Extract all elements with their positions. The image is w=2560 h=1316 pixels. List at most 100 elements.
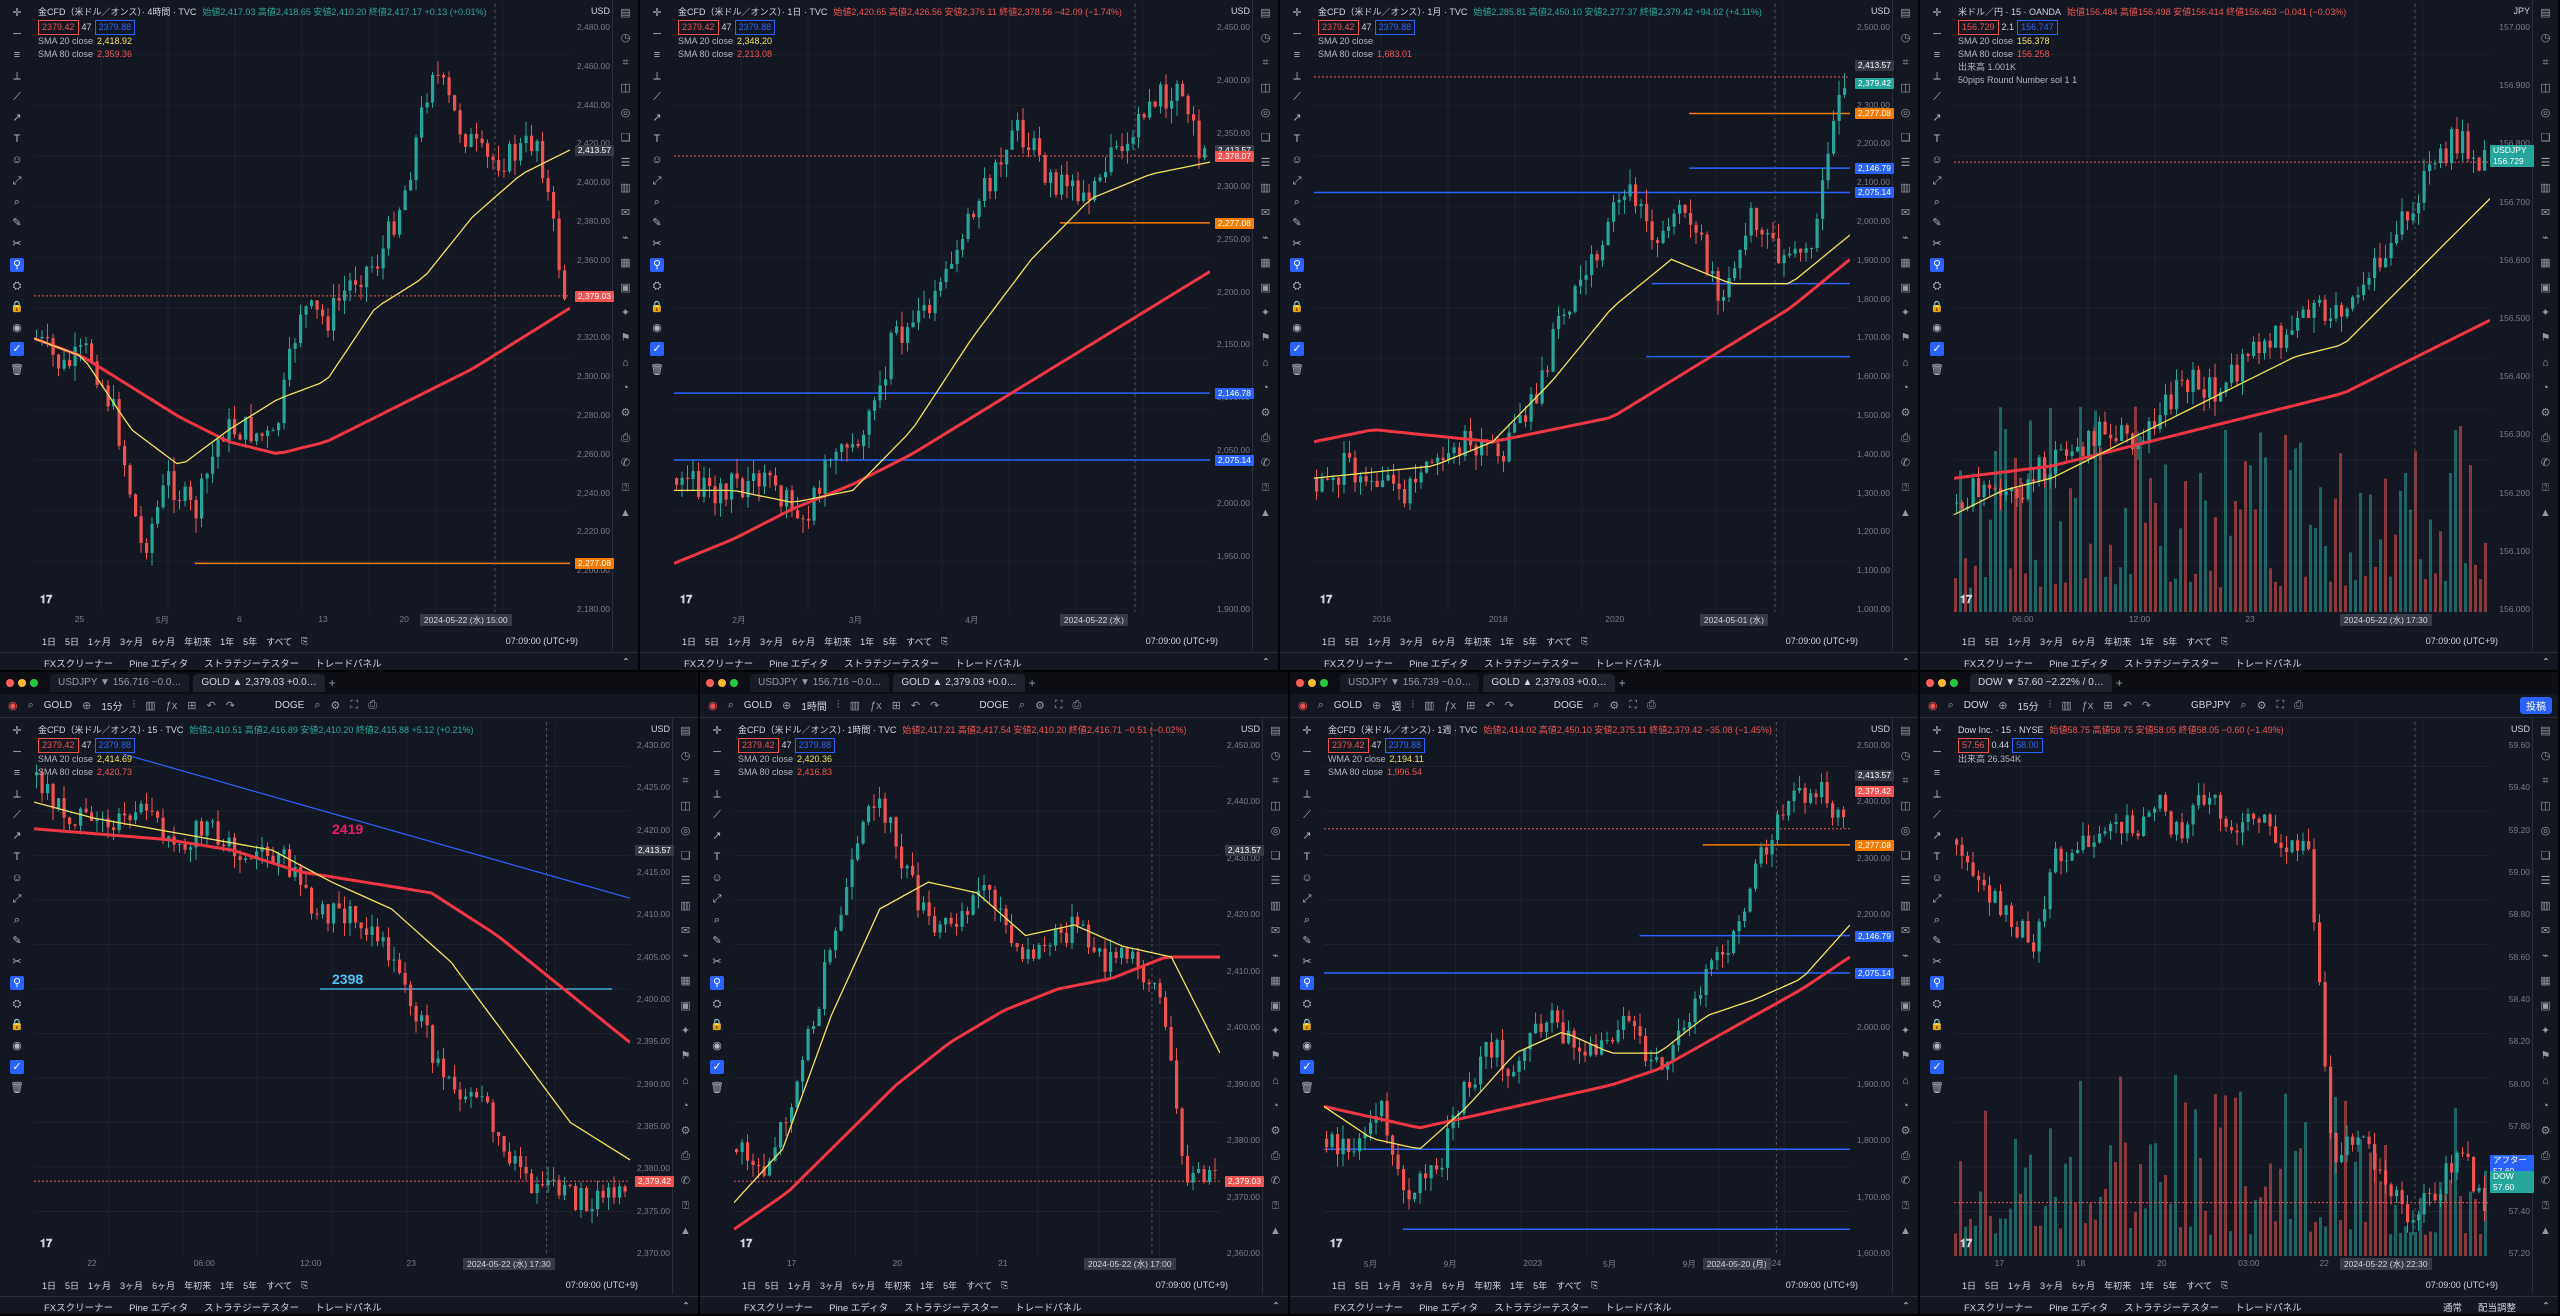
range-button[interactable]: 3ヶ月 <box>760 636 784 647</box>
sidebar-widget-icon[interactable]: ◷ <box>620 32 631 44</box>
sidebar-widget-icon[interactable]: ✆ <box>620 457 631 469</box>
arrow-icon[interactable]: ↗ <box>1932 112 1942 124</box>
pattern-icon[interactable]: ⟂ <box>1293 70 1301 82</box>
range-button[interactable]: 5日 <box>1985 1280 2000 1291</box>
range-button[interactable]: すべて <box>2186 636 2213 647</box>
sidebar-widget-icon[interactable]: ⌂ <box>682 1075 689 1087</box>
sidebar-widget-icon[interactable]: ❏ <box>1900 132 1911 144</box>
range-button[interactable]: 年初来 <box>184 636 212 647</box>
range-button[interactable]: 3ヶ月 <box>2040 636 2064 647</box>
legend-ma1[interactable]: SMA 20 close 2,348.20 <box>678 35 1122 48</box>
window-dot[interactable] <box>6 679 14 687</box>
magnet-icon[interactable]: ⚲ <box>1930 976 1944 990</box>
toolbar-right-icon[interactable]: ⎙ <box>1646 699 1656 711</box>
fib-icon[interactable]: ≡ <box>1303 767 1311 779</box>
bottom-tab[interactable]: Pine エディタ <box>129 658 189 670</box>
sidebar-widget-icon[interactable]: ⌁ <box>1262 232 1269 244</box>
sidebar-widget-icon[interactable]: ✉ <box>1260 207 1271 219</box>
price-annotation[interactable]: 2398 <box>332 971 364 987</box>
sidebar-widget-icon[interactable]: ✦ <box>1900 1025 1911 1037</box>
sell-price-box[interactable]: 57.56 <box>1958 738 1989 753</box>
time-axis[interactable]: 2月3月4月5月2024-05-22 (水) <box>674 612 1210 628</box>
crosshair-icon[interactable]: ✛ <box>1932 7 1942 19</box>
sidebar-widget-icon[interactable]: ⚑ <box>1900 1050 1911 1062</box>
fib-icon[interactable]: ≡ <box>653 49 661 61</box>
panel-collapse-icon[interactable]: ⌃ <box>682 1301 690 1312</box>
bottom-tab[interactable]: Pine エディタ <box>829 1302 889 1314</box>
sidebar-widget-icon[interactable]: ✦ <box>620 307 631 319</box>
sidebar-widget-icon[interactable]: ▣ <box>1900 282 1911 294</box>
sidebar-widget-icon[interactable]: ◷ <box>2540 750 2551 762</box>
range-button[interactable]: 1日 <box>1962 1280 1977 1291</box>
price-chart[interactable]: 金CFD（米ドル／オンス）· 1日 · TVC 始値2,420.65 高値2,42… <box>674 4 1254 628</box>
add-tab-icon[interactable]: + <box>2115 676 2123 690</box>
sell-price-box[interactable]: 2379.42 <box>738 738 779 753</box>
arrow-icon[interactable]: ↗ <box>652 112 662 124</box>
range-button[interactable]: 1ヶ月 <box>1378 1280 1402 1291</box>
measure-icon[interactable]: ⤢ <box>12 175 22 187</box>
check-icon[interactable]: ✓ <box>10 1060 24 1074</box>
sidebar-widget-icon[interactable]: ◫ <box>680 800 691 812</box>
window-controls[interactable] <box>6 679 38 687</box>
window-dot[interactable] <box>1938 679 1946 687</box>
sidebar-widget-icon[interactable]: ⌁ <box>2542 950 2549 962</box>
trash-icon[interactable]: 🗑 <box>1290 364 1304 376</box>
sidebar-widget-icon[interactable]: ▲ <box>2540 1225 2551 1237</box>
range-button[interactable]: 年初来 <box>1464 636 1492 647</box>
sidebar-widget-icon[interactable]: ◫ <box>1270 800 1281 812</box>
eye-icon[interactable]: ◉ <box>1302 1040 1312 1052</box>
pattern-icon[interactable]: ⟂ <box>653 70 661 82</box>
compare-icon[interactable]: ⊕ <box>1372 700 1382 712</box>
window-dot[interactable] <box>1926 679 1934 687</box>
eye-icon[interactable]: ◉ <box>712 1040 722 1052</box>
range-button[interactable]: 年初来 <box>2104 1280 2132 1291</box>
magnet-icon[interactable]: ⚲ <box>10 976 24 990</box>
interval-selector[interactable]: 15分 <box>101 702 123 713</box>
range-button[interactable]: 3ヶ月 <box>820 1280 844 1291</box>
add-tab-icon[interactable]: + <box>1618 676 1626 690</box>
sidebar-widget-icon[interactable]: ☰ <box>2540 157 2551 169</box>
bottom-tab[interactable]: トレードパネル <box>2235 658 2302 670</box>
panel-collapse-icon[interactable]: ⌃ <box>2542 657 2550 668</box>
bottom-tab[interactable]: ストラテジーテスター <box>1494 1302 1590 1314</box>
sidebar-widget-icon[interactable]: ◷ <box>1270 750 1281 762</box>
toolbar-right-icon[interactable]: ⛶ <box>1054 699 1063 711</box>
price-axis[interactable]: USD 2,450.00 2,440.00 2,430.00 2,420.00 2,410… <box>1220 722 1264 1258</box>
bottom-tab[interactable]: FXスクリーナー <box>684 658 754 670</box>
check-icon[interactable]: ✓ <box>1930 342 1944 356</box>
toolbar-tool-icon[interactable]: ↷ <box>930 700 940 712</box>
legend-ma2[interactable]: SMA 80 close 2,213.08 <box>678 48 1122 61</box>
cut-icon[interactable]: ✂ <box>652 238 662 250</box>
symbol-title[interactable]: 金CFD（米ドル／オンス）· 15 · TVC <box>38 725 184 735</box>
range-button[interactable]: 1日 <box>1322 636 1337 647</box>
magnet-icon[interactable]: ⚲ <box>1300 976 1314 990</box>
toolbar-right-icon[interactable]: ⚙ <box>1609 700 1620 712</box>
range-button[interactable]: 5年 <box>1533 1280 1548 1291</box>
currency-unit[interactable]: USD <box>590 6 610 16</box>
currency-unit[interactable]: USD <box>650 724 670 734</box>
trash-icon[interactable]: 🗑 <box>10 1082 24 1094</box>
range-button[interactable]: 年初来 <box>884 1280 912 1291</box>
sidebar-widget-icon[interactable]: ☰ <box>1260 157 1271 169</box>
cut-icon[interactable]: ✂ <box>1932 238 1942 250</box>
layout-name[interactable]: DOGE <box>979 700 1009 711</box>
measure-icon[interactable]: ⤢ <box>712 893 722 905</box>
sidebar-widget-icon[interactable]: ▣ <box>1900 1000 1911 1012</box>
goto-date-icon[interactable]: ⎘ <box>1581 635 1589 646</box>
zoom-icon[interactable]: ⌕ <box>1933 914 1941 926</box>
sidebar-widget-icon[interactable]: ▤ <box>1900 7 1911 19</box>
symbol-tab[interactable]: DOW ▼ 57.60 −2.22% / 0… <box>1970 674 2112 692</box>
timezone-clock[interactable]: 07:09:00 (UTC+9) <box>2425 636 2498 646</box>
brush-icon[interactable]: ⟋ <box>1293 91 1301 103</box>
sidebar-widget-icon[interactable]: ⌁ <box>682 950 689 962</box>
range-button[interactable]: 5年 <box>943 1280 958 1291</box>
eye-icon[interactable]: ◉ <box>1932 1040 1942 1052</box>
layout-name[interactable]: DOGE <box>1553 700 1584 711</box>
panel-collapse-icon[interactable]: ⌃ <box>1272 1301 1280 1312</box>
sidebar-widget-icon[interactable]: ⚙ <box>2540 1125 2551 1137</box>
sidebar-widget-icon[interactable]: ❏ <box>620 132 631 144</box>
emoji-icon[interactable]: ☺ <box>1931 872 1943 884</box>
avatar-icon[interactable]: ◉ <box>8 700 18 712</box>
bottom-tab[interactable]: Pine エディタ <box>769 658 829 670</box>
